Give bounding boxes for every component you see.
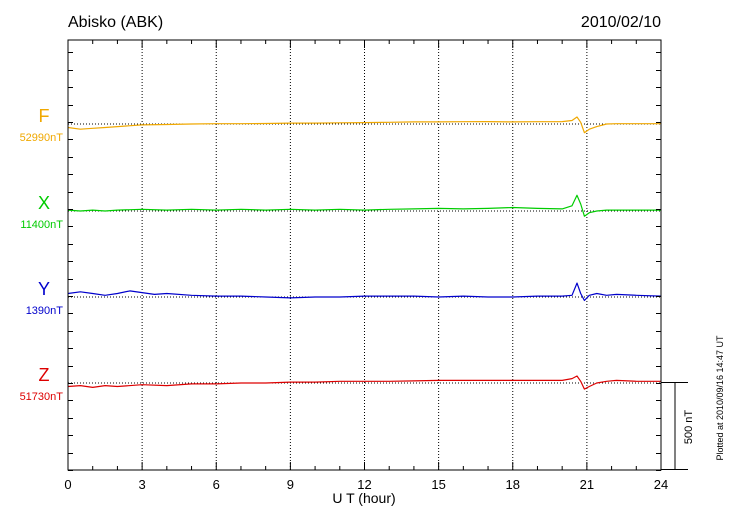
x-tick-label: 6 <box>213 477 220 492</box>
axis-ticks: 0 3 6 9 12 15 18 21 24 <box>64 40 668 492</box>
series-baseline-z: 51730nT <box>20 391 64 403</box>
series-layer <box>67 116 662 390</box>
grid-lines <box>141 40 588 470</box>
x-tick-label: 0 <box>64 477 71 492</box>
scale-bar-label: 500 nT <box>683 410 695 445</box>
x-tick-label: 9 <box>287 477 294 492</box>
x-tick-label: 18 <box>506 477 520 492</box>
series-baseline-x: 11400nT <box>20 219 63 231</box>
x-tick-label: 24 <box>654 477 668 492</box>
series-name-y: Y <box>38 279 50 299</box>
series-line-f <box>67 116 661 134</box>
chart-title: Abisko (ABK) <box>68 14 163 31</box>
chart-date: 2010/02/10 <box>581 14 661 31</box>
x-tick-label: 3 <box>139 477 146 492</box>
series-line-x <box>67 194 661 217</box>
series-line-z <box>67 375 661 390</box>
x-axis-label: U T (hour) <box>332 490 395 506</box>
series-baseline-f: 52990nT <box>20 132 64 144</box>
plot-area-border <box>67 39 662 471</box>
series-line-y <box>67 282 662 302</box>
series-name-f: F <box>39 106 50 126</box>
scale-bar: 500 nT <box>661 382 695 470</box>
series-name-x: X <box>38 193 50 213</box>
x-tick-label: 21 <box>580 477 594 492</box>
plotted-at-note: Plotted at 2010/09/16 14:47 UT <box>715 335 725 461</box>
series-name-z: Z <box>39 365 50 385</box>
series-labels: F 52990nT X 11400nT Y 1390nT Z 51730nT <box>20 106 64 403</box>
plot-frame <box>67 39 662 471</box>
x-tick-label: 12 <box>357 477 371 492</box>
x-tick-label: 15 <box>431 477 445 492</box>
series-baseline-y: 1390nT <box>26 305 64 317</box>
